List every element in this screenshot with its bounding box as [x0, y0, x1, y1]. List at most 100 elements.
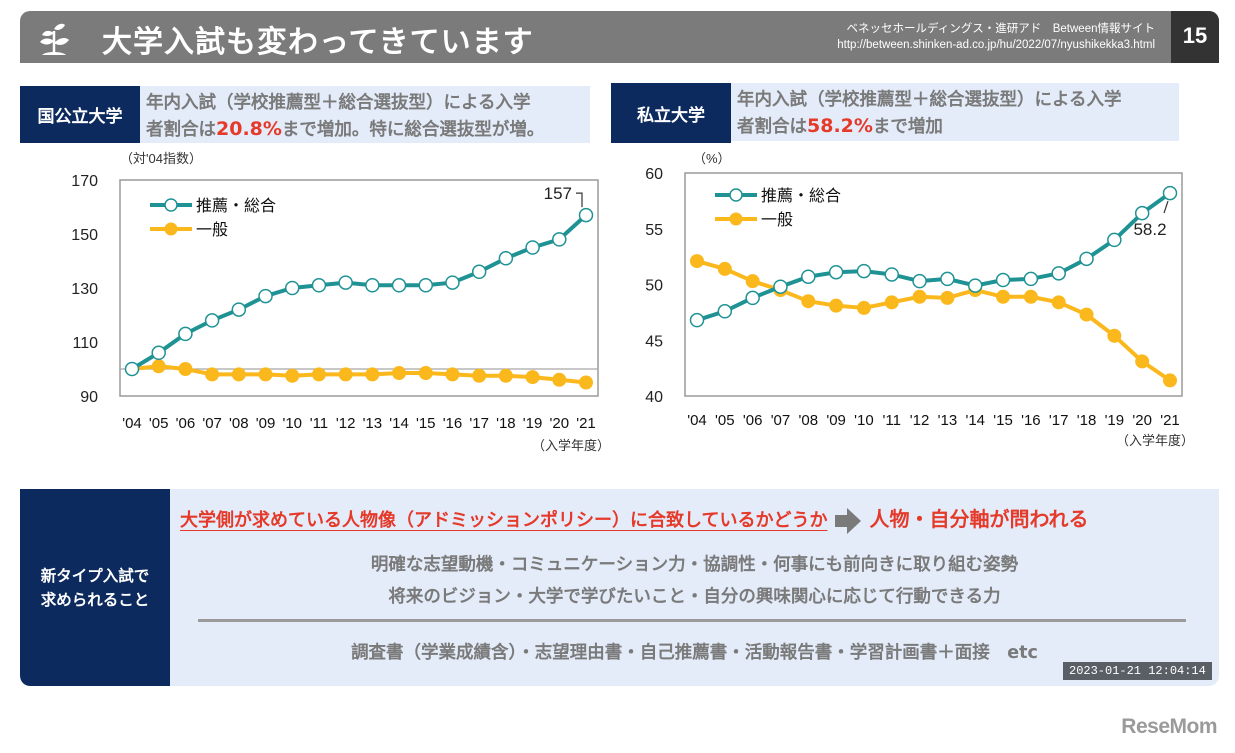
data-point-recommend [151, 345, 166, 361]
data-point-recommend [578, 207, 594, 223]
data-point-general [552, 372, 567, 387]
legend-label: 一般 [761, 211, 793, 229]
data-point-recommend [1134, 205, 1150, 221]
legend-marker [729, 212, 743, 226]
y-tick-label: 130 [71, 281, 98, 298]
requirements-label: 新タイプ入試で 求められること [20, 489, 170, 686]
x-tick-label: '13 [363, 415, 383, 432]
data-point-recommend [1107, 232, 1122, 248]
source-name: ベネッセホールディングス・進研アド Between情報サイト [846, 23, 1155, 35]
data-point-general [338, 367, 353, 382]
x-tick-label: '09 [826, 412, 846, 429]
slide-header: 大学入試も変わってきています ベネッセホールディングス・進研アド Between… [20, 11, 1219, 63]
data-point-recommend [801, 269, 816, 284]
x-tick-label: '04 [687, 412, 707, 429]
data-point-recommend [178, 326, 193, 342]
documents-line: 調査書（学業成績含）・志望理由書・自己推薦書・活動報告書・学習計画書＋面接 et… [351, 643, 1038, 663]
data-point-general [829, 298, 844, 313]
data-point-general [1135, 354, 1150, 369]
data-point-recommend [1162, 185, 1178, 201]
private-summary-line2: 者割合は58.2%まで増加 [737, 113, 1173, 140]
data-point-recommend [745, 290, 760, 306]
data-point-recommend [445, 275, 460, 290]
conclusion-text: 人物・自分軸が問われる [869, 507, 1089, 531]
data-point-general [1079, 307, 1094, 322]
x-tick-label: '05 [715, 412, 735, 429]
data-point-recommend [124, 361, 140, 377]
data-point-general [996, 289, 1011, 304]
x-tick-label: '07 [771, 412, 791, 429]
data-point-general [940, 290, 955, 305]
x-axis-label: （入学年度） [1116, 433, 1194, 448]
data-point-general [717, 261, 732, 276]
x-tick-label: '21 [1160, 412, 1180, 429]
x-tick-label: '06 [176, 415, 196, 432]
x-tick-label: '15 [993, 412, 1013, 429]
x-tick-label: '16 [443, 415, 463, 432]
national-university-tag: 国公立大学 [20, 86, 140, 143]
x-tick-label: '11 [883, 412, 901, 429]
summary-text: まで増加 [872, 117, 943, 137]
data-point-recommend [284, 280, 300, 296]
national-summary: 年内入試（学校推薦型＋総合選抜型）による入学 者割合は20.8%まで増加。特に総… [140, 86, 590, 143]
y-axis-label: （対'04指数） [120, 151, 202, 166]
annotation-label: 157 [544, 184, 572, 203]
data-point-recommend [525, 240, 540, 255]
source-url: http://between.shinken-ad.co.jp/hu/2022/… [837, 39, 1155, 51]
x-tick-label: '14 [389, 415, 409, 432]
sprout-icon [40, 23, 69, 55]
requirements-label-line2: 求められること [40, 590, 150, 609]
legend-label: 一般 [196, 221, 228, 239]
annotation-leader [576, 192, 583, 208]
data-point-recommend [689, 312, 705, 328]
data-point-general [392, 366, 407, 381]
data-point-recommend [498, 251, 514, 266]
admission-policy-headline: 大学側が求めている人物像（アドミッションポリシー）に合致しているかどうか 人物・自… [180, 503, 1088, 536]
data-point-recommend [1051, 266, 1066, 281]
national-summary-line1: 年内入試（学校推薦型＋総合選抜型）による入学 [146, 93, 531, 113]
data-point-general [1107, 328, 1122, 343]
y-tick-label: 90 [80, 389, 98, 406]
data-point-recommend [552, 232, 567, 247]
private-highlight-value: 58.2% [807, 115, 873, 137]
legend-label: 推薦・総合 [196, 197, 276, 215]
x-tick-label: '20 [550, 415, 570, 432]
data-point-general [472, 368, 487, 383]
page-title: 大学入試も変わってきています [102, 25, 534, 60]
y-tick-label: 45 [645, 333, 663, 350]
x-tick-label: '18 [496, 415, 516, 432]
data-point-recommend [418, 278, 434, 293]
national-line-chart: 90 110 130 150 170 （対'04指数） '04 '05 '06 '07 '08 '09… [71, 151, 610, 453]
data-point-recommend [258, 288, 273, 304]
x-tick-label: '10 [282, 415, 302, 432]
legend-marker [164, 222, 178, 236]
data-point-general [205, 367, 220, 382]
x-axis-label: （入学年度） [532, 438, 610, 453]
requirements-line1: 明確な志望動機・コミュニケーション力・協調性・何事にも前向きに取り組む姿勢 [370, 555, 1019, 575]
x-tick-label: '21 [576, 415, 596, 432]
data-point-general [912, 289, 927, 304]
private-summary-line1: 年内入試（学校推薦型＋総合選抜型）による入学 [737, 90, 1122, 110]
data-point-recommend [884, 267, 900, 282]
source-credit: ベネッセホールディングス・進研アド Between情報サイト http://be… [837, 21, 1155, 53]
y-axis-label: （%） [693, 151, 731, 166]
x-tick-label: '11 [310, 415, 328, 432]
private-summary: 年内入試（学校推薦型＋総合選抜型）による入学 者割合は58.2%まで増加 [731, 83, 1179, 141]
y-tick-label: 55 [645, 222, 663, 239]
data-point-general [856, 300, 871, 315]
national-highlight-value: 20.8% [216, 118, 282, 140]
data-point-recommend [1079, 251, 1094, 267]
requirements-line2: 将来のビジョン・大学で学びたいこと・自分の興味関心に応じて行動できる力 [388, 587, 1001, 607]
x-tick-label: '08 [799, 412, 819, 429]
x-tick-label: '18 [1077, 412, 1097, 429]
y-tick-label: 110 [72, 335, 98, 352]
data-point-general [745, 274, 760, 289]
data-point-general [285, 368, 300, 383]
national-summary-line2: 者割合は20.8%まで増加。特に総合選抜型が増。 [146, 116, 584, 143]
data-point-recommend [717, 304, 733, 319]
data-point-recommend [231, 302, 247, 317]
data-point-recommend [773, 279, 788, 294]
data-point-recommend [912, 273, 927, 289]
page-number: 15 [1171, 11, 1219, 63]
x-tick-label: '12 [336, 415, 356, 432]
